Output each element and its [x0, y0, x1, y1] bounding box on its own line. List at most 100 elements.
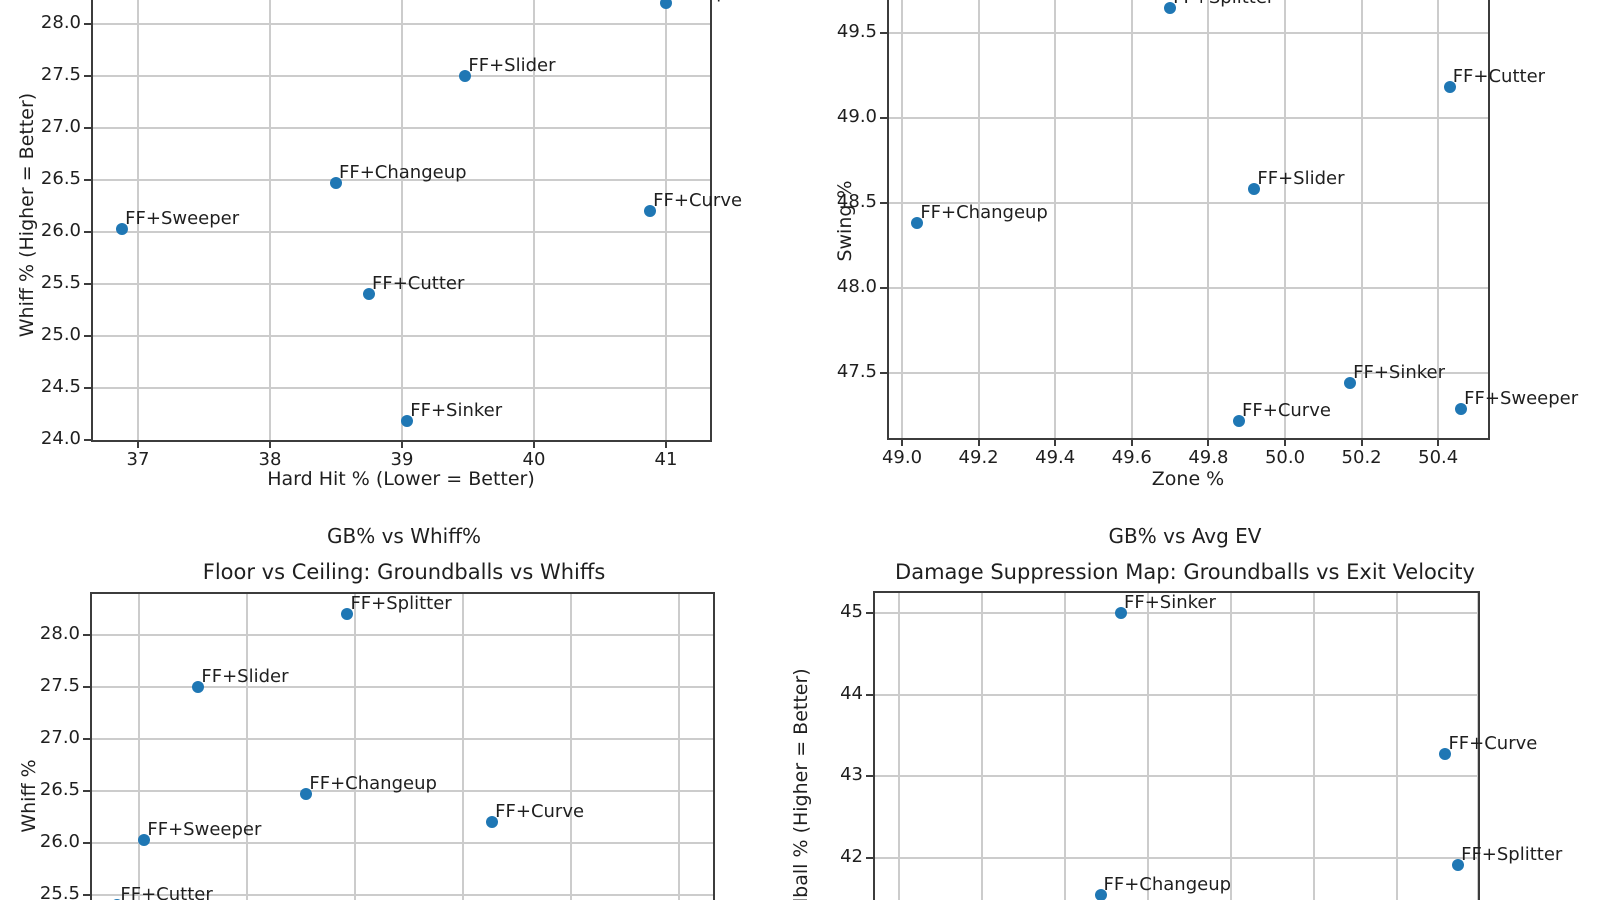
tick-label-y: 27.0 — [40, 116, 81, 137]
tick-mark-y — [880, 32, 887, 34]
tick-label-x: 49.6 — [1111, 447, 1152, 468]
gridline-horizontal — [875, 612, 1478, 614]
tick-label-x: 50.2 — [1341, 447, 1382, 468]
gridline-vertical — [901, 0, 903, 438]
gridline-vertical — [246, 593, 248, 900]
data-point-label: FF+Slider — [1257, 168, 1345, 190]
gridline-vertical — [137, 0, 139, 440]
gridline-vertical — [533, 0, 535, 440]
tick-label-y: 27.5 — [39, 675, 80, 696]
tick-mark-y — [84, 335, 91, 337]
tick-label-y: 49.0 — [836, 106, 877, 127]
tick-mark-y — [866, 612, 873, 614]
axis-spine-bottom — [91, 440, 712, 442]
gridline-vertical — [1146, 592, 1149, 900]
tick-label-y: 28.0 — [39, 623, 80, 644]
tick-mark-x — [665, 442, 667, 448]
tick-label-x: 49.0 — [881, 447, 923, 468]
data-point-label: FF+Splitter — [1173, 0, 1274, 8]
tick-mark-x — [1437, 440, 1440, 446]
tick-label-x: 38 — [258, 449, 282, 470]
tick-mark-x — [977, 440, 980, 446]
gridline-vertical — [1437, 0, 1440, 438]
gridline-vertical — [1284, 0, 1286, 438]
tick-mark-y — [880, 287, 887, 289]
gridline-horizontal — [889, 372, 1488, 374]
suptitle-gb-vs-avg-ev: GB% vs Avg EV — [1108, 524, 1262, 548]
gridline-vertical — [138, 593, 140, 900]
gridline-horizontal — [92, 842, 713, 844]
tick-label-x: 40 — [522, 449, 546, 470]
tick-mark-y — [880, 117, 887, 119]
data-point — [660, 0, 672, 10]
axis-spine-left — [90, 593, 92, 900]
data-point — [300, 788, 313, 801]
tick-label-x: 49.2 — [958, 447, 999, 468]
data-point-label: FF+Splitter — [669, 0, 770, 3]
data-point-label: FF+Splitter — [1461, 844, 1563, 866]
axis-spine-left — [873, 592, 875, 900]
tick-mark-y — [83, 634, 90, 636]
gridline-horizontal — [889, 117, 1488, 119]
tick-label-y: 27.5 — [40, 64, 81, 85]
data-point-label: FF+Splitter — [350, 593, 452, 615]
tick-label-y: 24.0 — [40, 428, 81, 449]
data-point-label: FF+Changeup — [920, 202, 1048, 224]
gridline-vertical — [1130, 0, 1133, 438]
gridline-horizontal — [92, 634, 713, 636]
gridline-horizontal — [875, 775, 1478, 778]
data-point — [1443, 81, 1456, 94]
tick-label-y: 26.5 — [40, 168, 81, 189]
tick-label-y: 26.0 — [40, 220, 81, 241]
data-point-label: FF+Changeup — [1103, 873, 1232, 895]
gridline-vertical — [1312, 592, 1315, 900]
gridline-horizontal — [92, 686, 713, 688]
data-point — [341, 608, 354, 621]
title-damage-suppression-map: Damage Suppression Map: Groundballs vs E… — [895, 560, 1475, 584]
tick-label-y: 43 — [840, 764, 863, 786]
data-point — [644, 205, 657, 218]
axis-spine-right — [1488, 0, 1490, 438]
axis-spine-top — [873, 591, 1480, 593]
data-point-label: FF+Cutter — [1452, 66, 1546, 88]
yaxis-label-groundball-higher-better: Groundball % (Higher = Better) — [790, 668, 812, 900]
data-point — [1233, 414, 1246, 427]
tick-label-y: 28.0 — [40, 12, 81, 33]
tick-label-y: 48.5 — [836, 191, 877, 212]
tick-mark-x — [1207, 440, 1210, 446]
tick-mark-y — [84, 387, 91, 389]
gridline-horizontal — [875, 857, 1478, 860]
gridline-vertical — [665, 0, 667, 440]
gridline-vertical — [898, 592, 901, 900]
data-point — [1115, 607, 1128, 619]
tick-mark-y — [880, 202, 887, 204]
axis-spine-left — [91, 0, 93, 440]
axis-spine-right — [710, 0, 712, 440]
tick-mark-y — [84, 283, 91, 285]
gridline-vertical — [269, 0, 271, 440]
gridline-horizontal — [92, 738, 713, 740]
tick-label-y: 26.0 — [39, 831, 80, 852]
tick-label-y: 25.5 — [40, 272, 81, 293]
gridline-vertical — [1207, 0, 1210, 438]
gridline-vertical — [1395, 592, 1398, 900]
tick-label-x: 39 — [390, 449, 414, 470]
data-point-label: FF+Sinker — [1353, 362, 1445, 384]
gridline-vertical — [401, 0, 403, 440]
data-point-label: FF+Sinker — [410, 400, 503, 422]
tick-label-x: 41 — [654, 449, 678, 470]
tick-mark-x — [401, 442, 403, 448]
tick-mark-x — [1054, 440, 1057, 446]
gridline-horizontal — [889, 32, 1488, 34]
yaxis-label-whiff-higher-better: Whiff % (Higher = Better) — [16, 92, 38, 338]
tick-label-y: 47.5 — [836, 361, 877, 382]
data-point-label: FF+Slider — [201, 666, 289, 687]
data-point-label: FF+Curve — [1448, 732, 1538, 754]
axis-spine-top — [90, 592, 715, 594]
data-point — [330, 177, 342, 190]
tick-label-y: 24.5 — [40, 376, 81, 397]
data-point — [1248, 183, 1261, 196]
gridline-vertical — [1229, 592, 1232, 900]
data-point-label: FF+Sweeper — [147, 818, 262, 840]
data-point — [1344, 377, 1357, 390]
